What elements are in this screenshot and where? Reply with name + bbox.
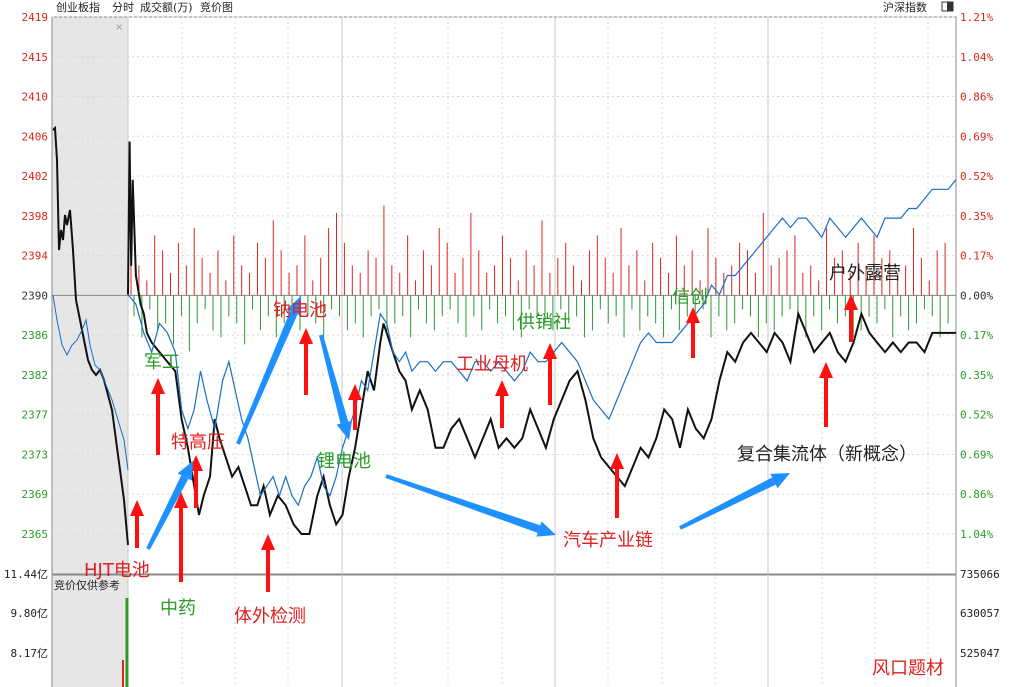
price-tick: 2394 [22, 250, 49, 263]
percent-tick: 1.04% [960, 51, 993, 64]
percent-tick: 0.86% [960, 91, 993, 104]
percent-tick: 1.04% [960, 528, 993, 541]
percent-tick: 0.86% [960, 488, 993, 501]
auction-note: 竞价仅供参考 [54, 578, 120, 592]
blue-arrow-icon [236, 296, 302, 445]
red-arrow-icon [844, 294, 858, 342]
index-link[interactable]: 沪深指数 [883, 0, 927, 14]
red-arrow-icon [348, 384, 362, 430]
annotation-label: 复合集流体（新概念） [737, 443, 917, 465]
blue-arrow-icon [679, 473, 790, 530]
blue-arrow-icon [319, 334, 353, 440]
red-arrow-icon [261, 534, 275, 592]
red-arrow-icon [819, 362, 833, 427]
red-arrow-icon [151, 378, 165, 455]
price-tick: 2377 [22, 409, 49, 422]
annotation-label: 信创 [672, 287, 708, 308]
price-tick: 2398 [22, 210, 49, 223]
red-arrow-icon [495, 380, 509, 428]
volume-tick-right: 630057 [960, 607, 1000, 620]
header-tab-turnover[interactable]: 成交额(万) [140, 0, 193, 14]
header-tab-auction[interactable]: 竞价图 [200, 0, 233, 14]
annotation-label: 锂电池 [317, 451, 371, 472]
annotation-label: 特高压 [171, 432, 225, 453]
annotation-label: 军工 [144, 352, 180, 373]
percent-tick: 0.52% [960, 170, 993, 183]
annotation-label: 体外检测 [234, 606, 306, 627]
percent-tick: 0.69% [960, 130, 993, 143]
annotation-label: 户外露营 [829, 263, 901, 284]
annotation-label: HJT电池 [84, 560, 150, 581]
chart-header: 创业板指 分时 成交额(万) 竞价图 沪深指数 [56, 0, 954, 14]
watermark: 风口题材 [872, 658, 944, 679]
percent-tick: 0.52% [960, 409, 993, 422]
red-arrow-icon [610, 453, 624, 518]
price-lines [52, 125, 957, 546]
price-line [127, 141, 956, 535]
percent-tick: 1.21% [960, 11, 993, 24]
annotation-label: 钠电池 [273, 300, 327, 321]
price-tick: 2406 [22, 130, 49, 143]
percent-tick: 0.35% [960, 369, 993, 382]
annotation-arrows [130, 294, 858, 592]
percent-tick: 0.17% [960, 250, 993, 263]
percent-tick: 0.35% [960, 210, 993, 223]
annotation-label: 汽车产业链 [563, 530, 653, 551]
price-tick: 2365 [22, 528, 49, 541]
auction-avg-line [52, 294, 129, 471]
volume-tick-right: 525047 [960, 647, 1000, 660]
chart-title: 创业板指 [56, 0, 100, 14]
price-tick: 2402 [22, 170, 49, 183]
price-tick: 2373 [22, 448, 49, 461]
volume-tick-left: 8.17亿 [11, 647, 49, 660]
annotation-label: 中药 [160, 598, 196, 619]
price-tick: 2390 [22, 289, 49, 302]
red-arrow-icon [299, 328, 313, 395]
volume-tick-left: 9.80亿 [11, 607, 49, 620]
annotation-label: 供销社 [517, 312, 571, 333]
percent-tick: 0.69% [960, 448, 993, 461]
price-tick: 2410 [22, 91, 49, 104]
percent-axis: 1.21% 1.04% 0.86% 0.69% 0.52% 0.35% 0.17% 0.00%… [960, 11, 1000, 660]
header-tab-minute[interactable]: 分时 [112, 1, 134, 14]
price-tick: 2415 [22, 51, 49, 64]
price-tick: 2419 [22, 11, 49, 24]
percent-tick: 0.17% [960, 329, 993, 342]
price-tick: 2386 [22, 329, 49, 342]
price-tick: 2369 [22, 488, 49, 501]
price-tick: 2382 [22, 369, 49, 382]
blue-arrow-icon [146, 461, 193, 550]
price-axis: 2419 2415 2410 2406 2402 2398 2394 2390 2386 2382… [4, 11, 48, 660]
red-arrow-icon [543, 343, 557, 405]
volume-tick-right: 735066 [960, 568, 1000, 581]
blue-arrow-icon [385, 474, 556, 537]
avg-line [127, 179, 957, 507]
volume-panel [122, 598, 129, 687]
annotation-label: 工业母机 [456, 354, 528, 375]
percent-tick: 0.00% [960, 289, 993, 302]
red-arrow-icon [174, 492, 188, 582]
volume-tick-left: 11.44亿 [4, 568, 48, 581]
breadth-bars [130, 205, 949, 352]
chart-frame: × [51, 16, 957, 687]
red-arrow-icon [686, 307, 700, 358]
red-arrow-icon [130, 500, 144, 548]
auction-close-icon: × [115, 22, 123, 33]
panel-toggle-icon[interactable] [941, 1, 954, 12]
